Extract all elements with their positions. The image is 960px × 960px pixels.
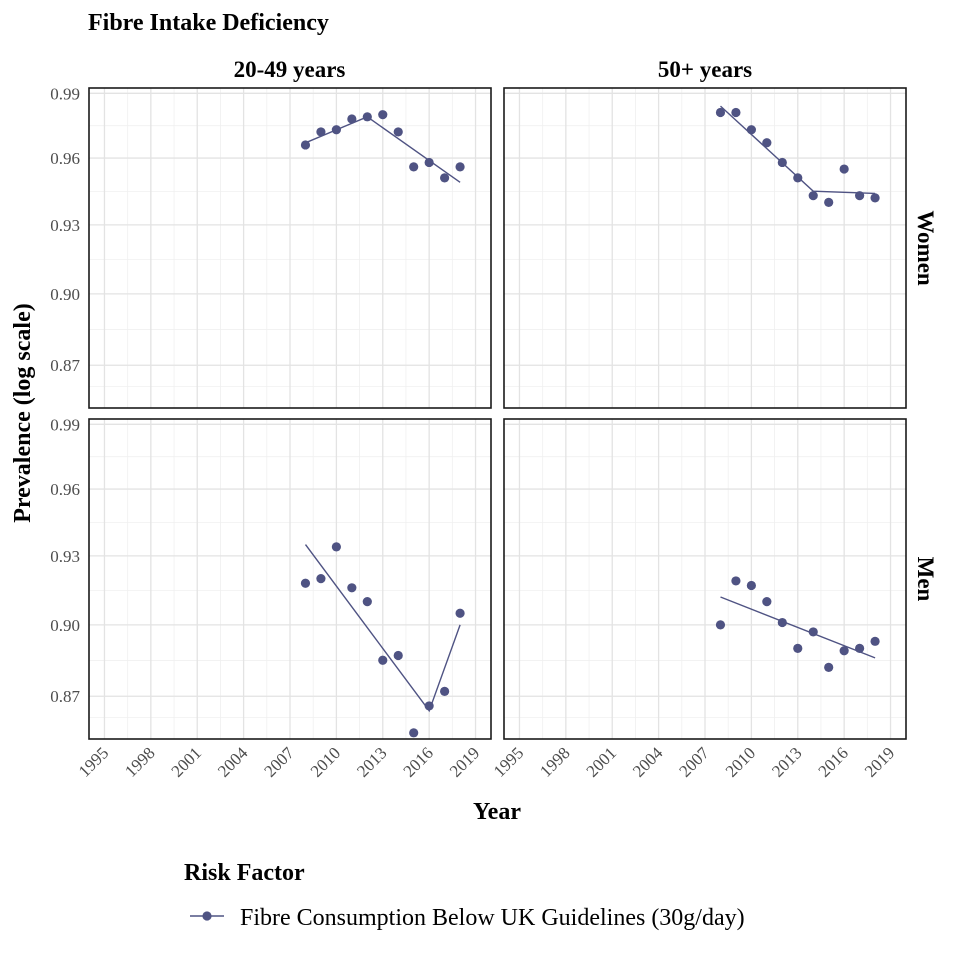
data-point — [746, 125, 756, 135]
data-point — [409, 162, 419, 172]
data-point — [793, 643, 803, 654]
data-point — [300, 578, 311, 588]
x-tick-label: 1995 — [75, 743, 112, 780]
data-point — [440, 686, 450, 697]
panel-border — [88, 418, 492, 740]
strip-col-1: 20-49 years — [234, 57, 346, 82]
data-point — [777, 617, 787, 628]
data-point — [731, 576, 741, 586]
data-point — [424, 157, 434, 168]
x-tick-label: 2010 — [722, 743, 759, 780]
x-tick-label: 2001 — [583, 743, 620, 780]
y-tick-label: 0.99 — [50, 415, 80, 434]
data-point — [762, 138, 772, 148]
y-tick-label: 0.93 — [50, 547, 80, 566]
data-point — [378, 110, 388, 120]
x-tick-label: 2007 — [260, 743, 298, 781]
data-point — [331, 542, 341, 552]
data-point — [839, 646, 849, 656]
panels-layer — [88, 87, 907, 740]
x-tick-label: 1995 — [490, 743, 527, 780]
data-point — [362, 597, 372, 607]
data-point — [393, 127, 403, 137]
data-point — [762, 597, 772, 607]
data-point — [777, 157, 787, 168]
panel-3 — [88, 418, 492, 740]
y-tick-label: 0.99 — [50, 84, 80, 103]
data-point — [393, 650, 403, 661]
data-point — [793, 173, 803, 183]
data-point — [855, 191, 865, 201]
axes-layer: 0.87 0.90 0.93 0.96 0.99 0.87 0.90 0.93 0.96 0.99… — [50, 84, 898, 781]
data-point — [347, 114, 357, 124]
data-point — [715, 620, 726, 630]
x-tick-label: 2016 — [815, 743, 852, 780]
legend-key — [190, 911, 224, 921]
x-tick-label: 2004 — [214, 743, 252, 781]
x-tick-label: 1998 — [121, 743, 158, 780]
data-point — [316, 127, 326, 137]
x-tick-label: 1998 — [536, 743, 573, 780]
trend-line — [304, 544, 461, 713]
data-point — [855, 643, 865, 654]
data-point — [362, 112, 372, 122]
strip-col-2: 50+ years — [658, 57, 752, 82]
data-point — [455, 162, 465, 172]
data-point — [424, 701, 434, 711]
strip-row-2: Men — [913, 557, 938, 602]
panel-border — [88, 87, 492, 409]
data-point — [316, 574, 326, 584]
data-point — [409, 728, 419, 738]
legend-entry-label: Fibre Consumption Below UK Guidelines (3… — [240, 905, 745, 931]
trend-line — [720, 596, 876, 659]
x-tick-label: 2016 — [400, 743, 437, 780]
strip-row-1: Women — [913, 210, 938, 286]
legend-title: Risk Factor — [184, 860, 305, 886]
panel-border — [503, 87, 907, 409]
y-tick-label: 0.90 — [50, 616, 80, 635]
panel-4 — [503, 418, 907, 740]
panel-1 — [88, 87, 492, 409]
data-point — [455, 608, 465, 618]
legend-key-point — [202, 911, 212, 921]
y-tick-label: 0.87 — [50, 356, 80, 375]
data-point — [347, 583, 357, 593]
data-point — [715, 107, 726, 118]
data-point — [839, 164, 849, 174]
data-point — [440, 173, 450, 183]
chart-title: Fibre Intake Deficiency — [88, 10, 329, 36]
data-point — [378, 655, 388, 665]
y-tick-label: 0.96 — [50, 149, 80, 168]
x-tick-label: 2013 — [768, 743, 805, 780]
x-tick-label: 2019 — [446, 743, 483, 780]
y-tick-label: 0.96 — [50, 480, 80, 499]
x-tick-label: 2007 — [675, 743, 713, 781]
y-axis-title: Prevalence (log scale) — [10, 303, 36, 522]
x-axis-title: Year — [473, 799, 521, 825]
data-point — [870, 193, 880, 203]
data-point — [808, 191, 818, 201]
data-point — [824, 197, 834, 207]
y-tick-label: 0.90 — [50, 285, 80, 304]
x-tick-label: 2001 — [168, 743, 205, 780]
y-tick-label: 0.87 — [50, 687, 80, 706]
data-point — [731, 107, 741, 118]
data-point — [331, 125, 341, 135]
data-point — [300, 140, 311, 150]
x-tick-label: 2010 — [307, 743, 344, 780]
data-point — [746, 580, 756, 591]
panel-border — [503, 418, 907, 740]
y-tick-label: 0.93 — [50, 216, 80, 235]
data-point — [870, 636, 880, 646]
x-tick-label: 2019 — [861, 743, 898, 780]
panel-2 — [503, 87, 907, 409]
data-point — [808, 627, 818, 637]
x-tick-label: 2013 — [353, 743, 390, 780]
x-tick-label: 2004 — [629, 743, 667, 781]
data-point — [824, 662, 834, 673]
